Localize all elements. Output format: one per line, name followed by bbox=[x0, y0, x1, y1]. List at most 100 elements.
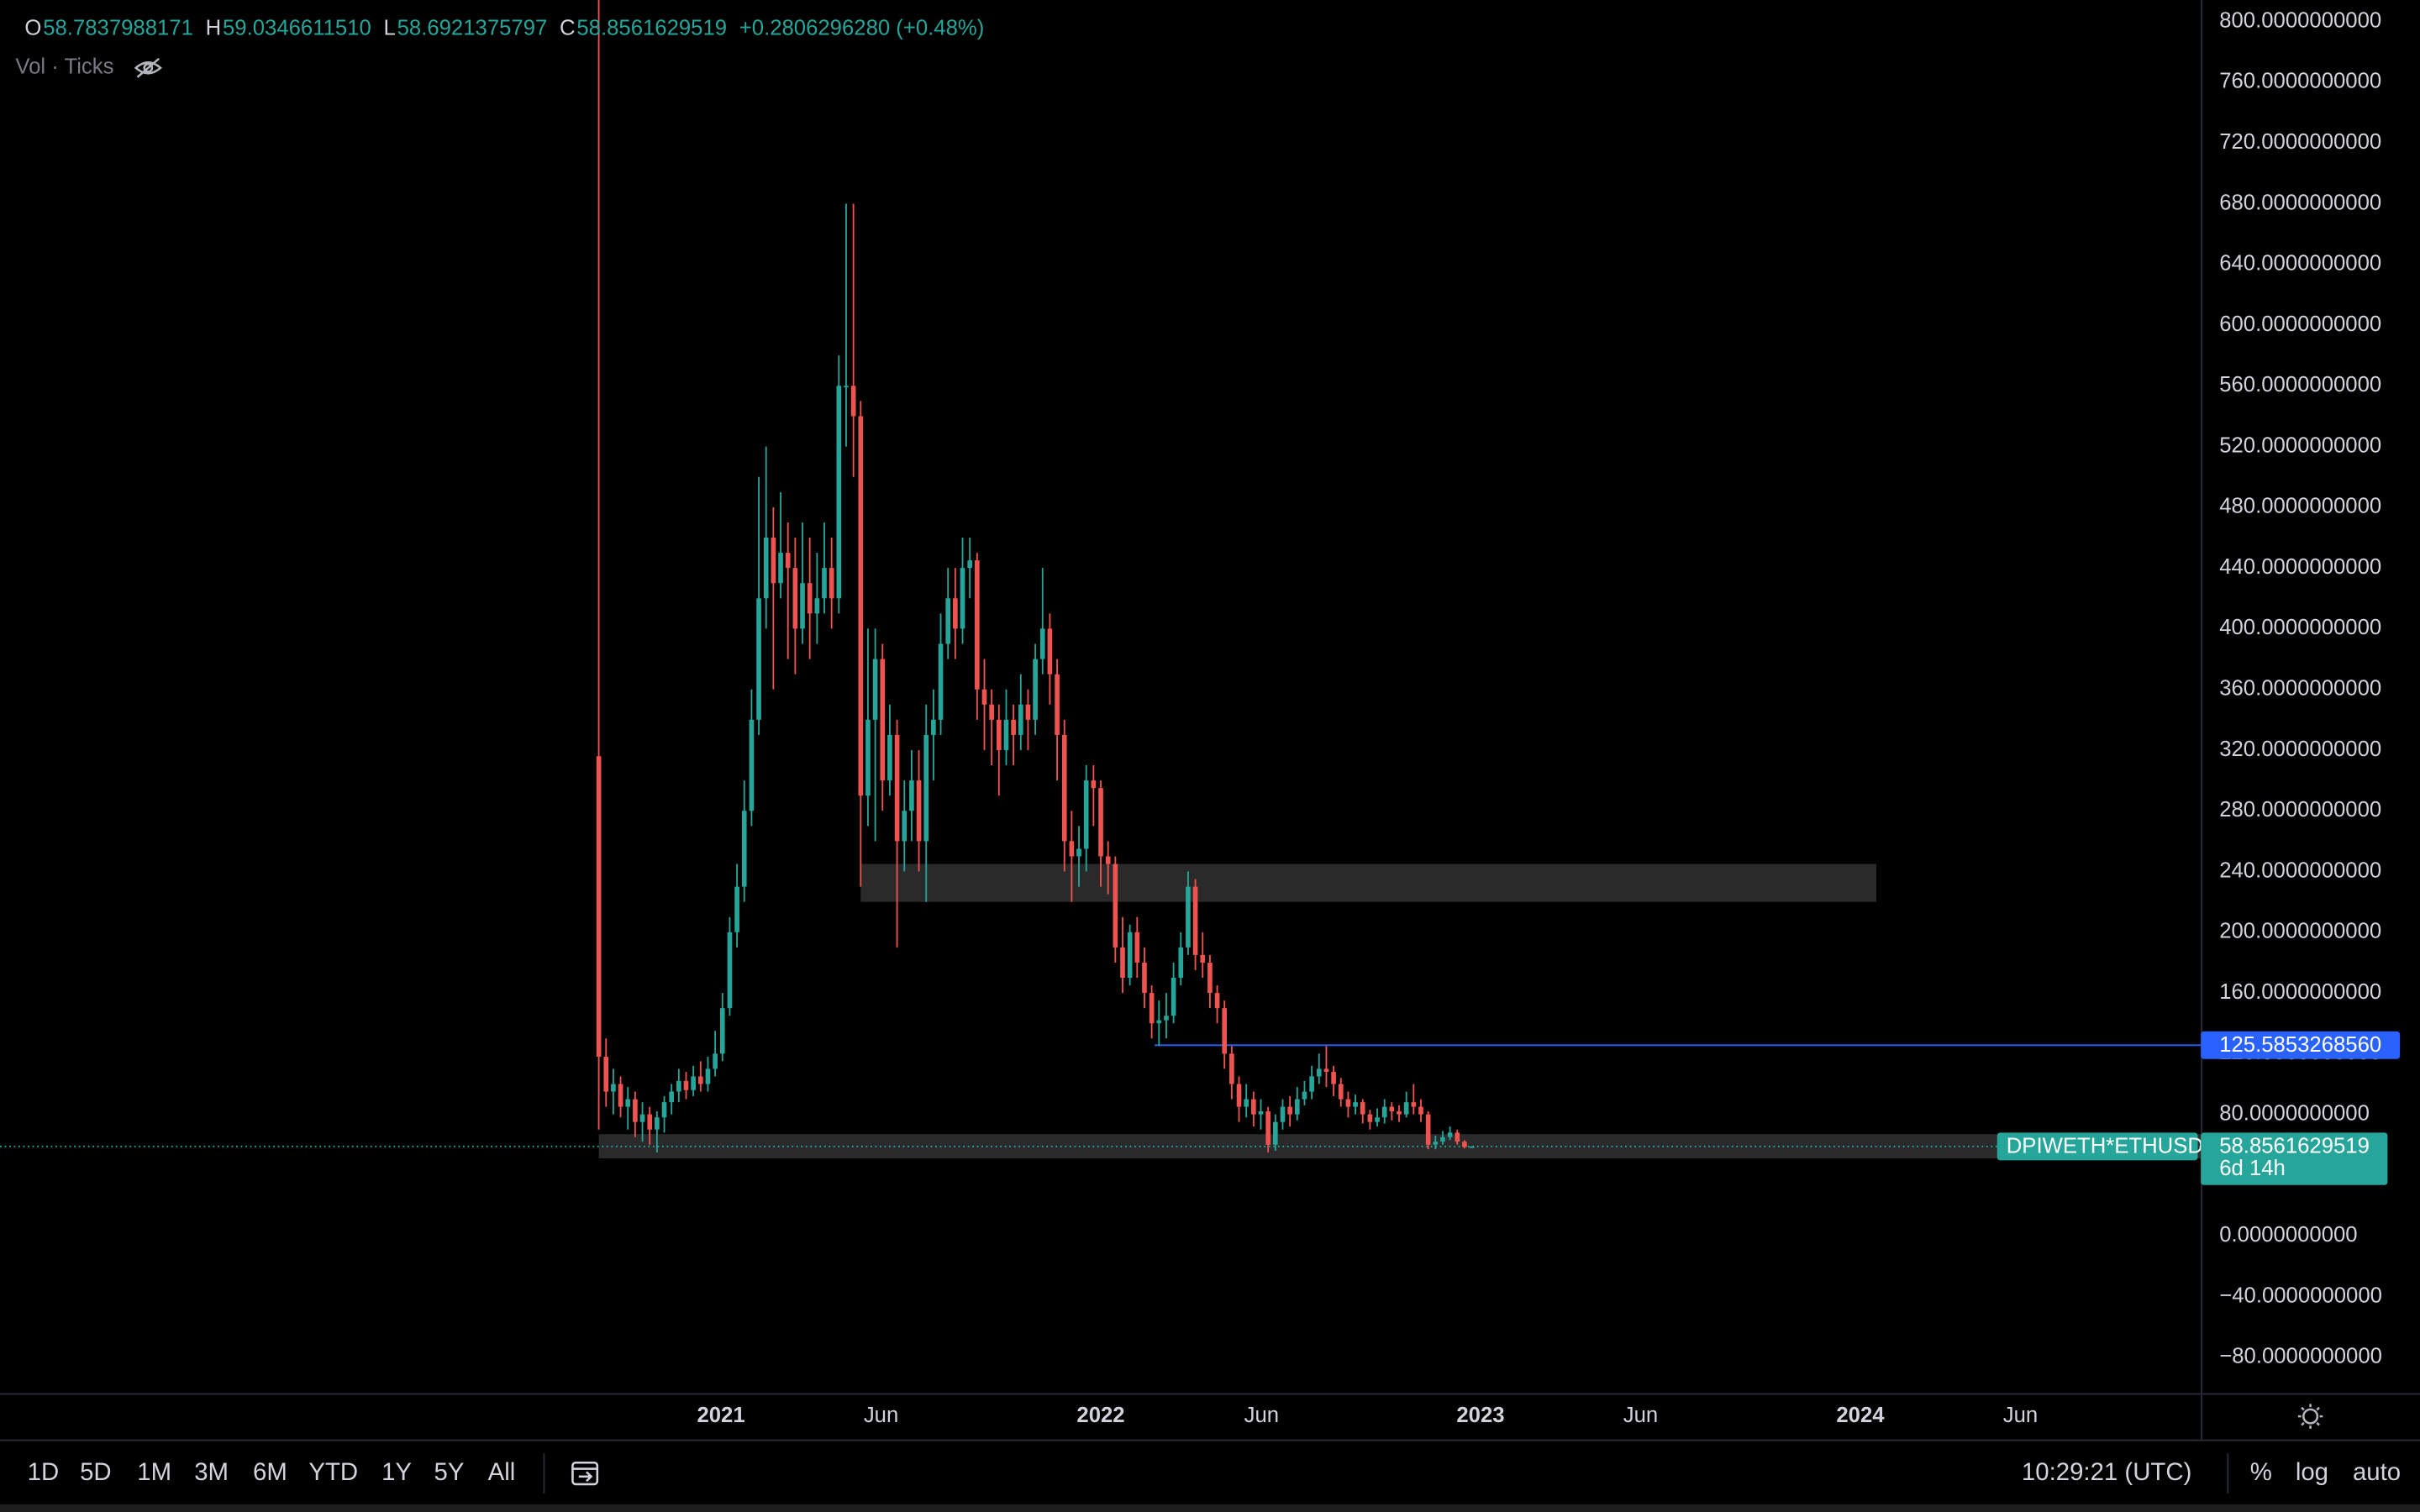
candle-body bbox=[872, 659, 878, 720]
zone bbox=[860, 864, 1877, 902]
candle-body bbox=[661, 1102, 667, 1118]
candle-body bbox=[1403, 1102, 1409, 1115]
candle-body bbox=[1018, 704, 1023, 735]
candle-body bbox=[697, 1076, 703, 1084]
last-price-tag bbox=[2201, 1132, 2388, 1185]
indicator-label: Vol · Ticks bbox=[15, 55, 113, 79]
candle-body bbox=[1200, 954, 1206, 963]
candle-body bbox=[1411, 1102, 1417, 1107]
x-tick-label: Jun bbox=[2003, 1404, 2038, 1427]
ohlc-legend: O 58.7837988171 H 59.0346611510 L 58.69213757… bbox=[24, 17, 984, 40]
hide-icon[interactable] bbox=[134, 57, 162, 78]
candle-body bbox=[981, 689, 987, 705]
settings-icon[interactable] bbox=[2297, 1404, 2323, 1429]
candle-body bbox=[1397, 1111, 1402, 1115]
candle-body bbox=[1367, 1114, 1373, 1122]
scale-button[interactable]: % bbox=[2250, 1458, 2272, 1486]
candle-body bbox=[844, 386, 849, 388]
x-tick-label: 2021 bbox=[697, 1404, 744, 1427]
candle-body bbox=[1098, 788, 1103, 857]
legend-letter: O bbox=[24, 17, 41, 40]
hline-price-tag bbox=[2201, 1031, 2401, 1059]
candle-body bbox=[1389, 1106, 1395, 1112]
timeframe-button[interactable]: 3M bbox=[194, 1458, 229, 1486]
timeframe-button[interactable]: 1D bbox=[28, 1458, 60, 1486]
candle-body bbox=[756, 598, 761, 720]
candle-body bbox=[1011, 719, 1016, 735]
candle-body bbox=[713, 1053, 718, 1069]
candle-body bbox=[880, 659, 886, 781]
plot-area bbox=[0, 0, 2202, 1159]
candle-body bbox=[1039, 628, 1045, 659]
timeframe-button[interactable]: 1M bbox=[137, 1458, 171, 1486]
y-tick-label: −40.0000000000 bbox=[2219, 1284, 2382, 1307]
timeframe-button[interactable]: All bbox=[488, 1458, 516, 1486]
timeframe-button[interactable]: 1Y bbox=[381, 1458, 412, 1486]
candle-body bbox=[1003, 719, 1009, 750]
x-tick-label: 2022 bbox=[1076, 1404, 1124, 1427]
candle-body bbox=[1047, 628, 1053, 675]
candle-body bbox=[1229, 1053, 1234, 1084]
y-tick-label: 480.0000000000 bbox=[2219, 495, 2381, 518]
candle-body bbox=[814, 598, 820, 614]
y-tick-label: 200.0000000000 bbox=[2219, 920, 2381, 943]
candle-body bbox=[1433, 1142, 1439, 1145]
symbol-tag bbox=[1996, 1132, 2198, 1161]
candle-body bbox=[1280, 1106, 1286, 1122]
timeframe-button[interactable]: 5D bbox=[80, 1458, 112, 1486]
candle-body bbox=[596, 756, 602, 1057]
timeframe-button[interactable]: YTD bbox=[308, 1458, 358, 1486]
timeframe-button[interactable]: 6M bbox=[253, 1458, 287, 1486]
candle-body bbox=[1164, 1016, 1169, 1021]
candle-body bbox=[1353, 1102, 1358, 1107]
candle-body bbox=[800, 583, 805, 629]
scale-button[interactable]: auto bbox=[2353, 1458, 2401, 1486]
candle-body bbox=[894, 734, 900, 842]
legend-letter: H bbox=[206, 17, 222, 40]
candle-body bbox=[1025, 704, 1031, 720]
candle-body bbox=[923, 734, 929, 842]
legend-value: 59.0346611510 bbox=[223, 17, 371, 40]
y-tick-label: 680.0000000000 bbox=[2219, 191, 2381, 214]
candle-body bbox=[887, 734, 892, 781]
candle-body bbox=[1338, 1084, 1344, 1100]
hline-price-label: 125.5853268560 bbox=[2219, 1033, 2381, 1057]
candle-body bbox=[1469, 1146, 1475, 1148]
candle-body bbox=[1076, 848, 1081, 857]
candle-body bbox=[655, 1117, 660, 1130]
candle-body bbox=[909, 780, 914, 811]
legend-value: 58.6921375797 bbox=[397, 17, 548, 40]
legend-change: +0.2806296280 (+0.48%) bbox=[739, 17, 985, 40]
candle-body bbox=[1192, 886, 1198, 955]
candle-body bbox=[1331, 1072, 1336, 1084]
candle-body bbox=[1149, 993, 1155, 1024]
x-tick-label: Jun bbox=[1244, 1404, 1279, 1427]
candle-body bbox=[1316, 1068, 1322, 1077]
candle-body bbox=[676, 1080, 681, 1092]
candle-body bbox=[960, 568, 965, 629]
timeframe-button[interactable]: 5Y bbox=[434, 1458, 465, 1486]
candle-body bbox=[931, 719, 936, 735]
candle-body bbox=[1171, 978, 1176, 1016]
candle-body bbox=[996, 719, 1002, 750]
candle-body bbox=[741, 811, 747, 887]
date-range-icon[interactable] bbox=[571, 1461, 599, 1486]
candle-body bbox=[727, 932, 733, 1009]
y-tick-label: −80.0000000000 bbox=[2219, 1345, 2382, 1368]
candle-body bbox=[1134, 932, 1140, 963]
price-axis[interactable]: 800.0000000000 760.0000000000 720.00000000… bbox=[2219, 8, 2382, 1368]
candle-body bbox=[625, 1099, 631, 1107]
y-tick-label: 640.0000000000 bbox=[2219, 252, 2381, 276]
y-tick-label: 720.0000000000 bbox=[2219, 130, 2381, 154]
x-tick-label: Jun bbox=[1623, 1404, 1658, 1427]
clock[interactable]: 10:29:21 (UTC) bbox=[2022, 1458, 2191, 1486]
indicator-legend: Vol · Ticks bbox=[15, 55, 162, 79]
candle-body bbox=[749, 719, 755, 811]
scale-button[interactable]: log bbox=[2296, 1458, 2328, 1486]
time-axis[interactable]: 2021 Jun 2022 Jun 2023 Jun 2024 Jun bbox=[697, 1404, 2038, 1427]
candle-body bbox=[1425, 1114, 1431, 1145]
candle-body bbox=[1251, 1099, 1256, 1115]
y-tick-label: 560.0000000000 bbox=[2219, 373, 2381, 396]
